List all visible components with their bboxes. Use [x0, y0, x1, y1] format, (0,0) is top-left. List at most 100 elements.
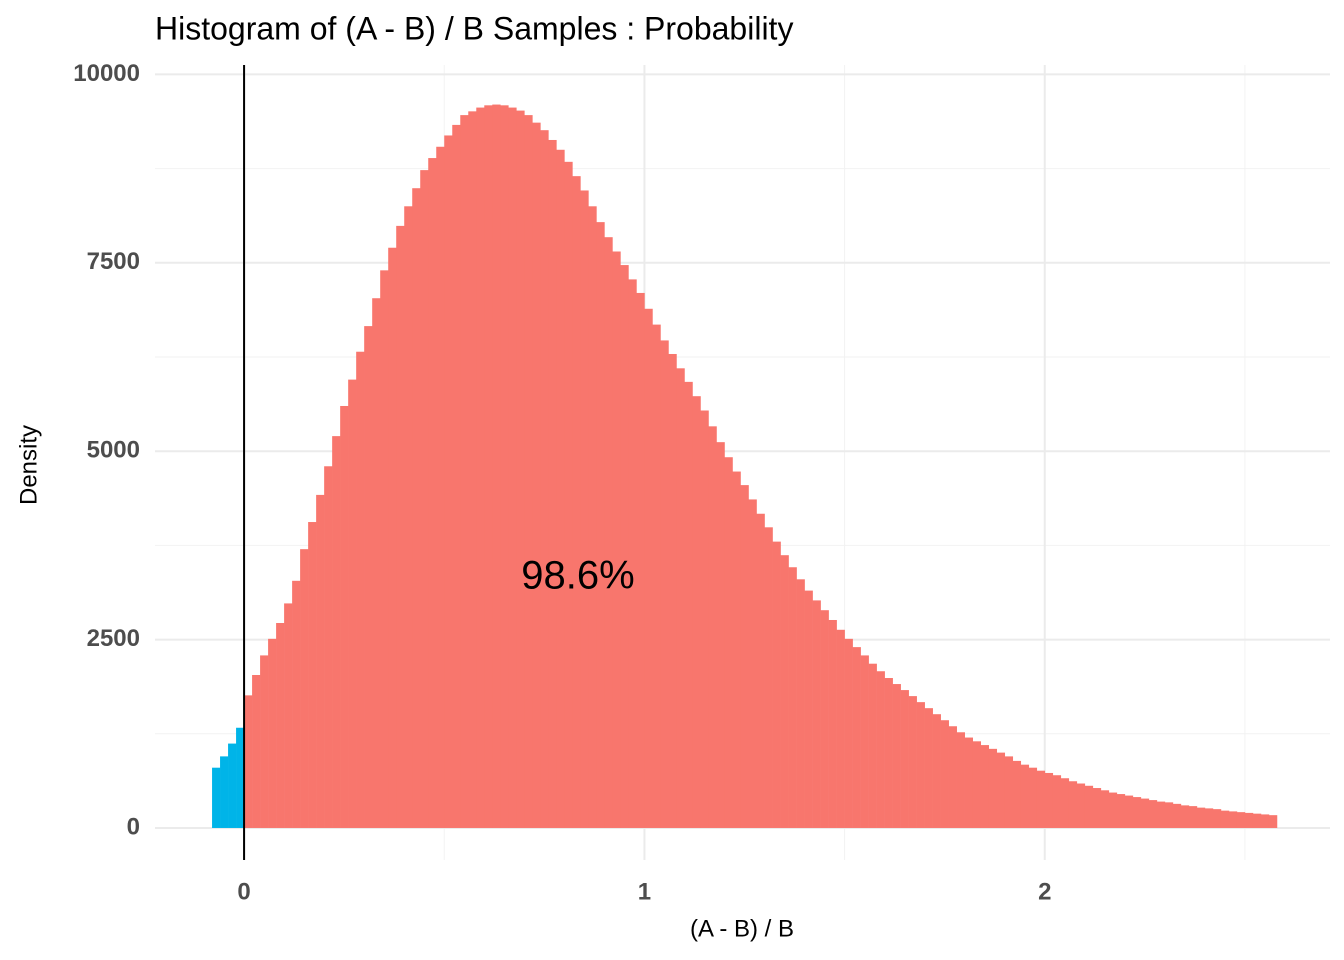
bar: [340, 405, 349, 828]
bar: [604, 237, 613, 828]
bar: [756, 513, 765, 828]
bar: [716, 442, 725, 828]
bar: [844, 638, 853, 828]
bar: [956, 732, 965, 828]
bar: [932, 714, 941, 828]
bar: [572, 176, 581, 828]
bar: [308, 522, 317, 828]
bar: [900, 690, 909, 828]
y-tick-label: 2500: [87, 625, 140, 652]
bar: [644, 308, 653, 828]
bar: [1220, 810, 1230, 828]
bar: [1012, 760, 1022, 828]
bar: [1212, 809, 1222, 828]
bar: [1076, 783, 1086, 828]
bar: [748, 499, 757, 828]
bar: [1052, 775, 1062, 828]
bar: [876, 671, 885, 828]
bar: [444, 135, 453, 828]
bar: [1196, 807, 1206, 828]
bar: [620, 265, 629, 828]
bar: [588, 206, 597, 828]
bar: [1004, 756, 1014, 828]
bar: [484, 105, 493, 828]
bar: [388, 247, 397, 828]
bar: [652, 324, 661, 828]
bar: [524, 115, 533, 828]
bar: [404, 206, 413, 828]
annotation: 98.6%: [521, 554, 634, 598]
bar: [564, 161, 573, 828]
bar: [860, 655, 869, 828]
bar: [260, 655, 269, 828]
bar: [492, 104, 501, 828]
bar: [1068, 781, 1078, 828]
bar: [276, 623, 285, 828]
bar: [324, 466, 333, 828]
bar: [436, 146, 445, 828]
bar: [292, 580, 301, 828]
bar: [628, 279, 637, 828]
bar: [804, 590, 813, 828]
bar: [268, 638, 277, 828]
bar: [532, 122, 541, 828]
bar: [1100, 790, 1110, 828]
bar: [356, 351, 365, 828]
bar: [764, 527, 773, 828]
bar: [428, 158, 437, 828]
bar: [1172, 803, 1182, 828]
bar: [1244, 812, 1254, 828]
bar: [940, 720, 949, 828]
bar: [500, 105, 509, 828]
bar: [948, 726, 957, 828]
bar: [996, 752, 1006, 828]
bar: [220, 756, 229, 828]
bar: [1260, 814, 1270, 828]
bar: [1164, 802, 1174, 828]
y-tick-label: 5000: [87, 437, 140, 464]
bar: [380, 270, 389, 828]
bar: [660, 340, 669, 828]
bar: [732, 471, 741, 828]
bar: [396, 225, 405, 828]
bar: [228, 743, 237, 828]
bar: [580, 190, 589, 828]
bar: [1108, 792, 1118, 828]
bar: [884, 678, 893, 828]
bar: [284, 603, 293, 828]
bar: [300, 549, 309, 828]
bar: [1228, 811, 1238, 828]
bar: [700, 410, 709, 828]
bar: [316, 494, 325, 828]
bar: [1036, 770, 1046, 828]
bar: [244, 695, 253, 828]
bar: [412, 188, 421, 828]
bar: [1236, 812, 1246, 828]
bar: [1060, 778, 1070, 828]
bar: [636, 292, 645, 828]
bar: [812, 600, 821, 828]
bar: [676, 368, 685, 828]
bar: [988, 748, 998, 828]
bar: [476, 107, 485, 828]
bar: [1180, 805, 1190, 828]
y-tick-label: 7500: [87, 248, 140, 275]
bar: [924, 708, 933, 828]
bar: [332, 436, 341, 828]
x-tick-label: 1: [638, 878, 651, 905]
bar: [708, 426, 717, 828]
bar: [1132, 797, 1142, 828]
bar: [212, 767, 221, 828]
x-tick-label: 2: [1038, 878, 1051, 905]
bar: [796, 579, 805, 828]
bar: [780, 555, 789, 828]
bar: [516, 110, 525, 828]
bar: [1084, 785, 1094, 828]
bar: [1124, 795, 1134, 828]
bar: [788, 567, 797, 828]
bar: [724, 457, 733, 828]
bar: [540, 130, 549, 828]
bar: [452, 124, 461, 828]
